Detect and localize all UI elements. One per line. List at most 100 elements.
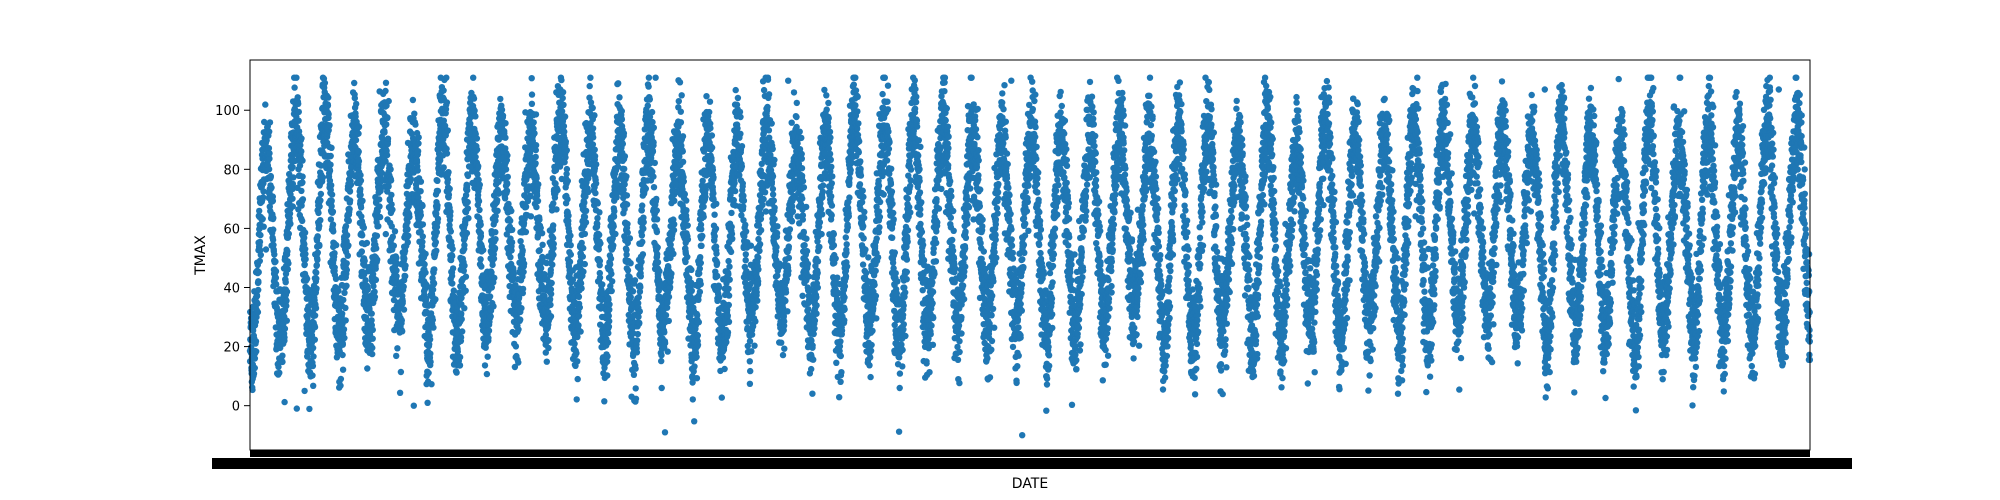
data-point <box>273 281 280 288</box>
data-point <box>621 165 628 173</box>
data-point <box>456 353 464 361</box>
data-point <box>634 330 641 338</box>
data-point <box>414 148 422 155</box>
data-point <box>422 269 429 276</box>
data-point <box>653 207 660 214</box>
data-point <box>615 80 622 87</box>
data-point <box>549 261 556 268</box>
data-point <box>358 248 365 255</box>
data-point <box>289 203 296 210</box>
data-point <box>328 182 335 189</box>
data-point <box>317 217 324 224</box>
data-point <box>499 112 507 119</box>
data-point <box>755 254 762 261</box>
data-point <box>299 217 306 225</box>
data-point <box>259 215 266 223</box>
data-point <box>390 242 397 249</box>
data-point <box>771 204 778 211</box>
data-point <box>564 177 571 185</box>
data-point <box>299 179 306 186</box>
data-point <box>640 219 647 226</box>
data-point <box>627 260 634 267</box>
data-point <box>268 184 275 191</box>
data-point <box>723 339 730 346</box>
data-point <box>301 229 309 236</box>
data-point <box>609 278 616 285</box>
data-point <box>688 266 695 274</box>
data-point <box>383 151 391 159</box>
data-point <box>727 248 735 256</box>
data-point <box>575 293 583 300</box>
data-point <box>464 198 471 206</box>
data-point <box>632 395 640 402</box>
data-point <box>405 232 412 239</box>
data-point <box>489 261 496 269</box>
data-point <box>715 284 723 291</box>
data-point <box>729 235 736 242</box>
data-point <box>449 252 456 260</box>
data-point <box>284 266 291 273</box>
data-point <box>594 200 601 207</box>
data-point <box>362 277 369 284</box>
data-point <box>699 177 706 184</box>
data-point <box>742 257 749 264</box>
data-point <box>406 213 413 221</box>
data-point <box>314 256 321 264</box>
data-point <box>746 358 753 365</box>
data-point <box>373 245 380 252</box>
data-point <box>434 177 441 184</box>
data-point <box>587 74 594 81</box>
data-point <box>262 101 269 108</box>
data-point <box>340 326 348 333</box>
data-point <box>742 251 749 258</box>
data-point <box>357 191 364 199</box>
data-point <box>653 216 661 223</box>
data-point <box>650 173 657 180</box>
data-point <box>520 260 528 267</box>
data-point <box>329 208 337 215</box>
data-point <box>594 215 601 222</box>
data-point <box>298 187 305 195</box>
data-point <box>635 294 642 301</box>
data-point <box>627 294 634 301</box>
data-point <box>372 265 379 272</box>
data-point <box>710 190 717 197</box>
data-point <box>761 189 769 196</box>
data-point <box>769 191 777 198</box>
data-point <box>604 339 612 346</box>
data-point <box>283 297 290 304</box>
data-point <box>464 187 471 194</box>
data-point <box>571 340 578 347</box>
data-point <box>562 154 569 161</box>
data-point <box>790 89 798 96</box>
data-point <box>370 282 377 290</box>
data-point <box>353 100 360 108</box>
data-point <box>519 285 527 293</box>
data-point <box>313 269 320 276</box>
data-point <box>679 133 687 140</box>
data-point <box>619 140 626 148</box>
data-point <box>649 148 657 155</box>
data-point <box>476 181 483 188</box>
data-point <box>677 108 684 115</box>
data-point <box>252 318 259 326</box>
data-point <box>399 297 406 305</box>
data-point <box>799 195 806 202</box>
data-point <box>536 247 543 254</box>
data-point <box>809 390 816 397</box>
data-point <box>462 287 469 294</box>
data-point <box>732 86 739 94</box>
data-point <box>664 299 671 306</box>
data-point <box>548 279 555 287</box>
data-point <box>759 201 766 209</box>
data-point <box>343 260 350 267</box>
data-point <box>333 241 340 249</box>
data-point <box>581 213 589 221</box>
data-point <box>448 272 456 280</box>
data-point <box>342 304 349 312</box>
data-point <box>477 256 484 263</box>
data-point <box>610 242 617 249</box>
data-point <box>522 228 530 236</box>
data-point <box>369 350 376 358</box>
data-point <box>563 165 571 173</box>
